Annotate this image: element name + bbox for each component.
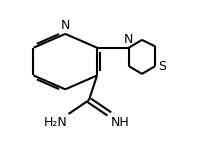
Text: H₂N: H₂N xyxy=(44,116,68,128)
Text: S: S xyxy=(158,60,166,73)
Text: N: N xyxy=(61,19,70,32)
Text: N: N xyxy=(124,33,133,46)
Text: NH: NH xyxy=(110,116,129,129)
